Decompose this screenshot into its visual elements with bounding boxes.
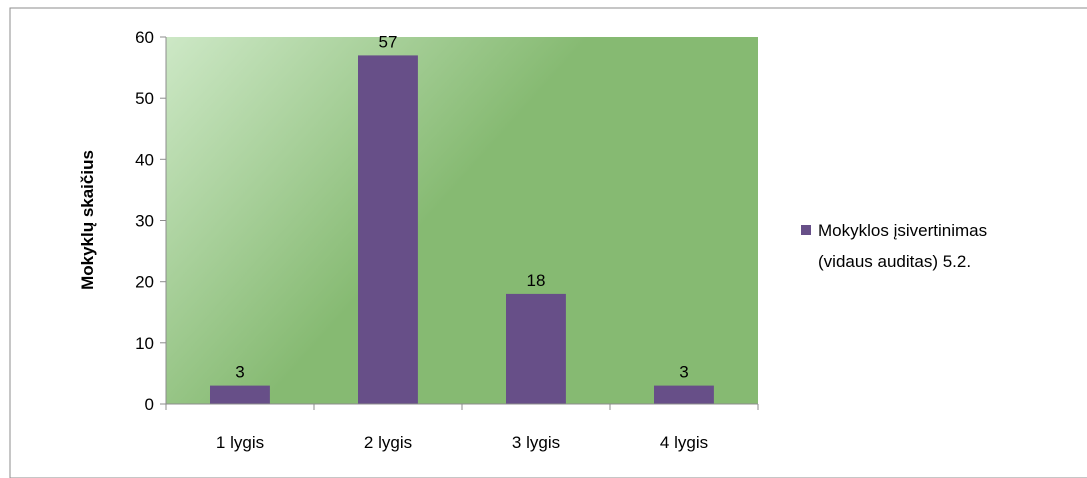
plot-area	[166, 37, 758, 404]
x-tick-label-3: 3 lygis	[512, 433, 560, 452]
bar-4	[654, 385, 714, 404]
y-tick-label-6: 60	[135, 28, 154, 47]
data-label-3: 18	[527, 271, 546, 290]
bar-1	[210, 385, 270, 404]
data-label-1: 3	[235, 363, 244, 382]
data-label-2: 57	[379, 32, 398, 51]
y-tick-label-3: 30	[135, 212, 154, 231]
bars	[210, 55, 714, 405]
legend-label-line-2: (vidaus auditas) 5.2.	[818, 252, 971, 271]
y-tick-label-5: 50	[135, 89, 154, 108]
legend-label-line-1: Mokyklos įsivertinimas	[818, 221, 987, 240]
bar-3	[506, 293, 566, 404]
x-tick-label-2: 2 lygis	[364, 433, 412, 452]
bar-2	[358, 55, 418, 405]
x-tick-label-1: 1 lygis	[216, 433, 264, 452]
data-label-4: 3	[679, 363, 688, 382]
axes	[160, 36, 759, 410]
y-tick-label-1: 10	[135, 334, 154, 353]
legend: Mokyklos įsivertinimas (vidaus auditas) …	[801, 221, 987, 271]
x-tick-label-4: 4 lygis	[660, 433, 708, 452]
y-axis-title: Mokyklų skaičius	[78, 150, 97, 290]
y-tick-label-2: 20	[135, 273, 154, 292]
y-tick-label-0: 0	[145, 395, 154, 414]
y-tick-label-4: 40	[135, 150, 154, 169]
labels: 3 1 lygis 57 2 lygis 18 3 lygis 3 4 lygis 0 10 20 3…	[135, 28, 708, 452]
legend-swatch	[801, 225, 811, 235]
